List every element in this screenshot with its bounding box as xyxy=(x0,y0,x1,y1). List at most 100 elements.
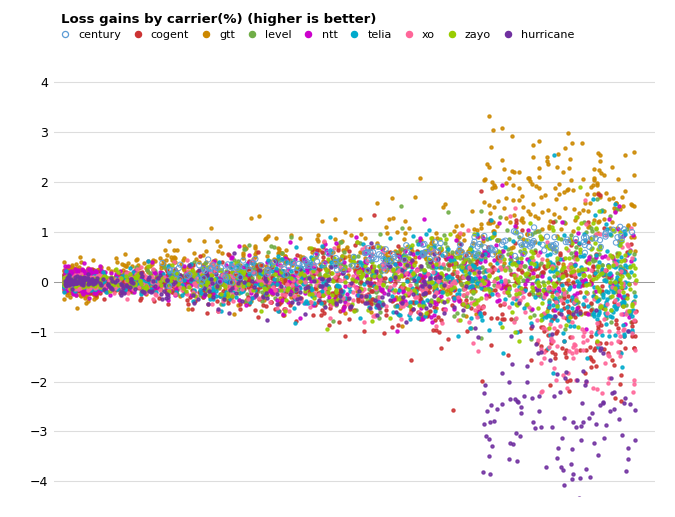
Point xyxy=(414,310,425,318)
Point xyxy=(458,311,468,319)
Point xyxy=(89,275,100,283)
Point xyxy=(342,266,353,274)
Point xyxy=(483,270,494,279)
Point xyxy=(70,284,80,293)
Point xyxy=(98,272,109,281)
Point xyxy=(569,282,580,290)
Point xyxy=(568,299,579,307)
Point xyxy=(402,243,412,251)
Point xyxy=(66,285,77,294)
Point xyxy=(477,232,487,240)
Point xyxy=(439,239,450,247)
Point xyxy=(559,305,570,313)
Point xyxy=(504,285,515,294)
Point xyxy=(618,299,628,307)
Point xyxy=(449,296,460,304)
Point xyxy=(59,285,70,294)
Point xyxy=(526,334,537,343)
Point xyxy=(184,271,194,279)
Point xyxy=(68,265,78,273)
Point xyxy=(86,280,97,288)
Point xyxy=(462,302,472,310)
Point xyxy=(603,253,614,262)
Point xyxy=(239,267,250,275)
Point xyxy=(607,284,618,292)
Point xyxy=(97,280,107,288)
Point xyxy=(475,187,486,195)
Point xyxy=(151,277,162,285)
Point xyxy=(442,208,453,216)
Point xyxy=(598,271,609,279)
Point xyxy=(492,236,503,245)
Point xyxy=(115,274,126,282)
Point xyxy=(449,283,460,291)
Point xyxy=(366,263,377,271)
Point xyxy=(65,276,76,284)
Point xyxy=(90,270,101,278)
Point xyxy=(284,277,294,285)
Point xyxy=(69,278,80,286)
Point xyxy=(211,277,222,285)
Point xyxy=(591,293,601,301)
Point xyxy=(563,316,574,324)
Point xyxy=(580,279,591,287)
Point xyxy=(562,276,573,284)
Point xyxy=(82,274,93,282)
Point xyxy=(225,253,236,262)
Point xyxy=(136,282,146,291)
Point xyxy=(250,291,261,299)
Point xyxy=(139,282,150,291)
Point xyxy=(250,286,261,294)
Point xyxy=(612,269,622,278)
Point xyxy=(80,275,90,283)
Point xyxy=(463,318,474,327)
Point xyxy=(362,248,373,256)
Point xyxy=(628,344,639,352)
Point xyxy=(483,278,493,286)
Point xyxy=(68,286,79,294)
Point xyxy=(80,277,91,285)
Point xyxy=(259,286,270,294)
Point xyxy=(235,282,246,291)
Point xyxy=(300,310,310,318)
Point xyxy=(558,261,568,269)
Point xyxy=(434,273,445,281)
Point xyxy=(238,242,249,250)
Point xyxy=(479,420,490,429)
Point xyxy=(593,451,603,460)
Point xyxy=(553,259,564,267)
Point xyxy=(387,258,398,266)
Point xyxy=(254,211,265,220)
Point xyxy=(418,270,429,279)
Point xyxy=(269,257,280,266)
Point xyxy=(576,399,587,407)
Point xyxy=(405,301,416,310)
Point xyxy=(510,239,520,247)
Point xyxy=(201,285,212,293)
Point xyxy=(70,278,80,286)
Point xyxy=(510,222,520,230)
Point xyxy=(70,280,80,288)
Point xyxy=(479,279,490,287)
Point xyxy=(417,274,428,282)
Point xyxy=(298,268,308,277)
Point xyxy=(109,275,119,283)
Point xyxy=(246,273,257,282)
Point xyxy=(518,250,529,258)
Point xyxy=(406,256,416,264)
Point xyxy=(163,299,173,308)
Point xyxy=(85,280,96,288)
Point xyxy=(89,280,100,288)
Point xyxy=(547,369,558,377)
Point xyxy=(504,377,515,386)
Point xyxy=(159,280,169,288)
Point xyxy=(606,312,617,321)
Point xyxy=(65,279,76,287)
Point xyxy=(229,275,240,283)
Point xyxy=(94,272,105,281)
Point xyxy=(88,284,99,293)
Point xyxy=(125,282,136,291)
Point xyxy=(84,278,95,286)
Point xyxy=(576,275,587,283)
Point xyxy=(582,265,593,273)
